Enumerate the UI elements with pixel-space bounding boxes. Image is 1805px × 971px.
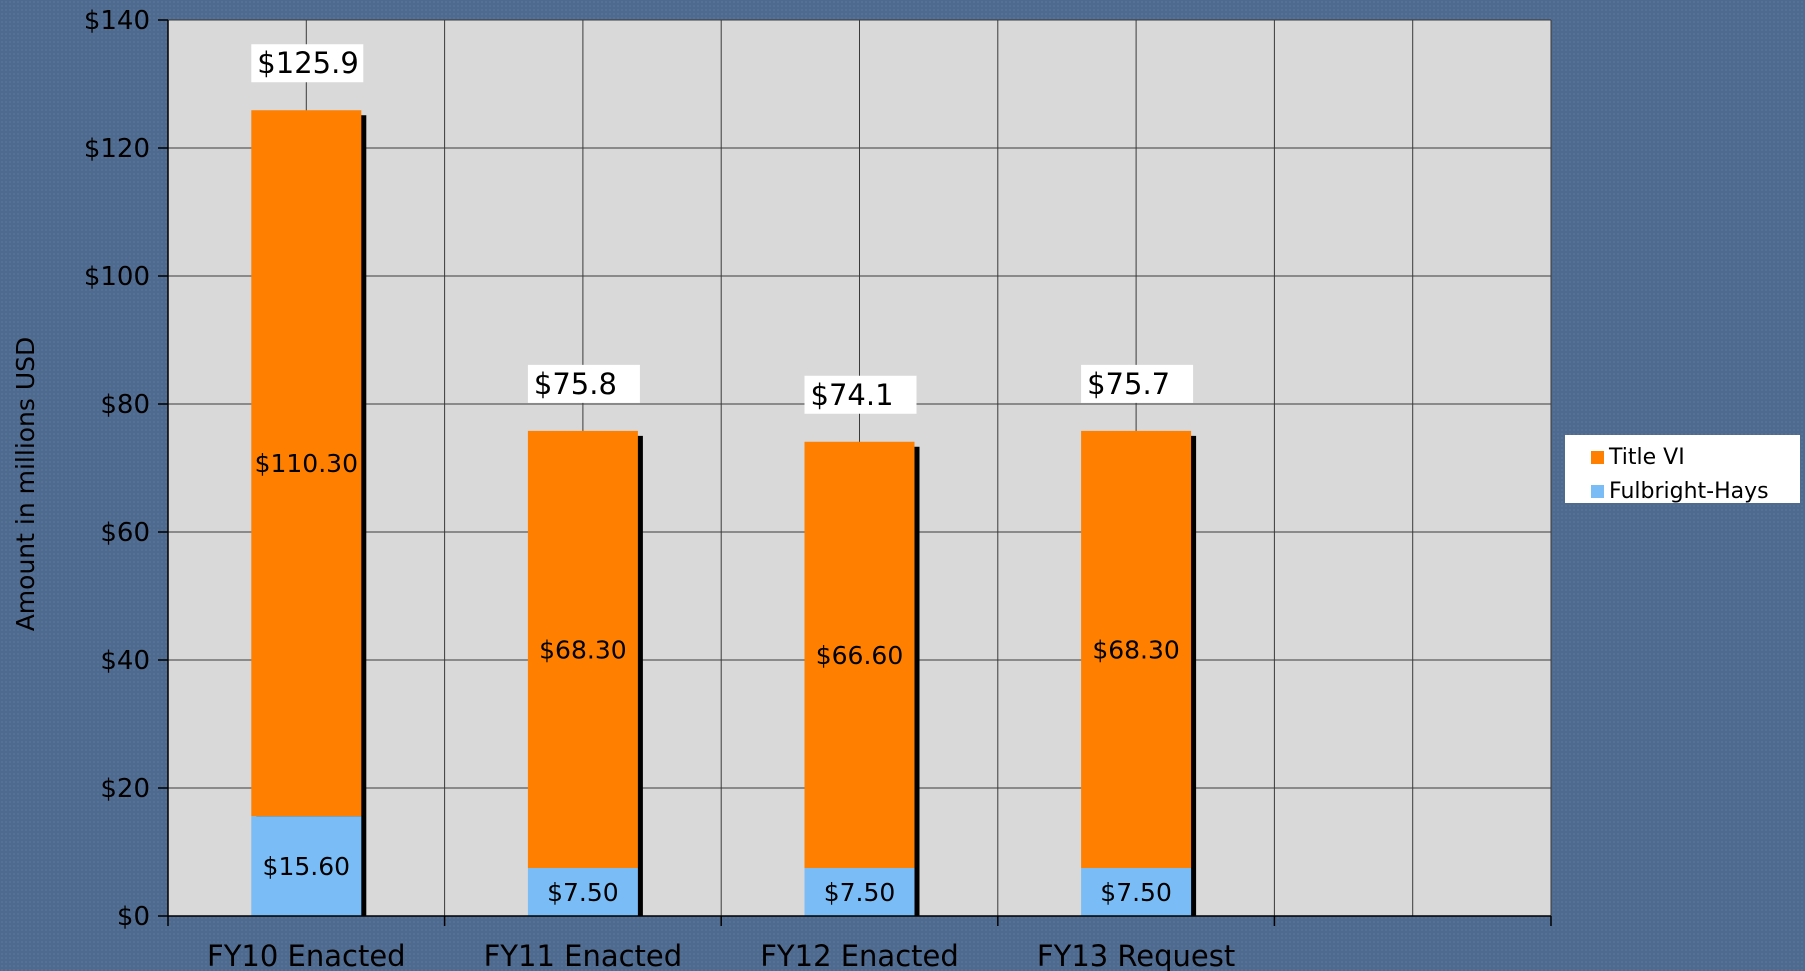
y-tick-label: $100	[84, 262, 150, 292]
y-tick-label: $140	[84, 6, 150, 36]
segment-data-label: $68.30	[539, 635, 626, 664]
bar-fulbright-hays	[804, 868, 915, 916]
total-data-label: $75.8	[534, 367, 617, 401]
axes: $0 $20 $40 $60 $80 $100 $120 $140	[84, 6, 1552, 932]
y-tick-label: $40	[100, 646, 150, 676]
legend-label: Fulbright-Hays	[1609, 479, 1769, 504]
total-data-label: $74.1	[811, 378, 894, 412]
segment-data-label: $7.50	[824, 878, 896, 907]
segment-data-label: $7.50	[547, 878, 619, 907]
y-tick-label: $20	[100, 774, 150, 804]
bar-title-vi	[251, 110, 362, 817]
total-data-label: $125.9	[257, 46, 358, 80]
total-label-box	[1081, 364, 1194, 403]
x-category-label: FY10 Enacted	[207, 939, 406, 971]
legend-label: Title VI	[1608, 445, 1685, 470]
bar-title-vi	[804, 441, 915, 868]
legend: Title VI Fulbright-Hays	[1565, 435, 1800, 504]
segment-data-label: $7.50	[1100, 878, 1172, 907]
bar-title-vi	[1081, 430, 1192, 868]
bars	[251, 110, 1197, 917]
total-data-label: $75.7	[1087, 367, 1170, 401]
y-tick-label: $80	[100, 390, 150, 420]
legend-box	[1565, 435, 1800, 503]
x-category-label: FY12 Enacted	[760, 939, 959, 971]
y-tick-label: $60	[100, 518, 150, 548]
segment-data-label: $68.30	[1092, 635, 1179, 664]
x-category-label: FY13 Request	[1037, 939, 1235, 971]
x-category-label: FY11 Enacted	[484, 939, 683, 971]
segment-data-label: $110.30	[255, 449, 358, 478]
labels: $15.60 $110.30 $125.9 FY10 Enacted $7.50 $68.…	[207, 44, 1235, 971]
bar-fulbright-hays	[527, 868, 638, 916]
legend-swatch	[1591, 451, 1604, 464]
bar-fulbright-hays	[1081, 868, 1192, 916]
y-tick-label: $120	[84, 134, 150, 164]
segment-data-label: $66.60	[816, 641, 903, 670]
legend-swatch	[1591, 485, 1604, 498]
bar-title-vi	[527, 430, 638, 868]
bar-fulbright-hays	[251, 816, 362, 916]
total-label-box	[251, 44, 364, 83]
total-label-box	[804, 375, 917, 414]
total-label-box	[527, 364, 640, 403]
y-tick-label: $0	[117, 902, 150, 932]
y-axis-title: Amount in millions USD	[11, 337, 40, 632]
segment-data-label: $15.60	[263, 852, 350, 881]
